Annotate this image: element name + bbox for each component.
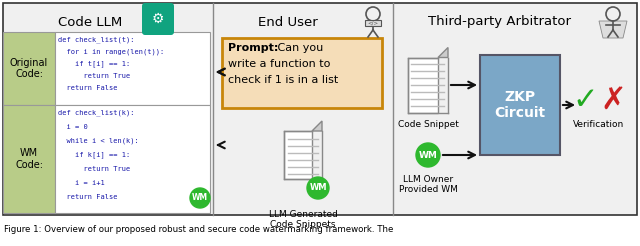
Text: Third-party Arbitrator: Third-party Arbitrator	[429, 15, 572, 29]
Text: Code LLM: Code LLM	[58, 15, 122, 29]
Text: def check_list(t):: def check_list(t):	[58, 37, 134, 43]
Text: i = 0: i = 0	[58, 124, 88, 130]
Text: Figure 1: Overview of our proposed robust and secure code watermarking framework: Figure 1: Overview of our proposed robus…	[4, 226, 394, 234]
FancyBboxPatch shape	[142, 3, 174, 35]
Text: Verification: Verification	[573, 120, 625, 129]
Text: def check_list(k):: def check_list(k):	[58, 110, 134, 116]
Text: </>: </>	[367, 20, 379, 26]
Text: ⚙: ⚙	[152, 12, 164, 26]
Circle shape	[416, 143, 440, 167]
Text: return False: return False	[58, 85, 118, 91]
Circle shape	[190, 188, 210, 208]
Text: WM: WM	[192, 194, 208, 202]
FancyBboxPatch shape	[55, 105, 210, 213]
FancyBboxPatch shape	[365, 20, 381, 26]
Text: LLM Owner
Provided WM: LLM Owner Provided WM	[399, 175, 458, 194]
Text: WM: WM	[419, 151, 437, 159]
Text: ✓: ✓	[572, 86, 598, 114]
Text: for i in range(len(t)):: for i in range(len(t)):	[58, 49, 164, 55]
FancyBboxPatch shape	[393, 3, 637, 215]
Polygon shape	[599, 21, 627, 38]
Text: check if 1 is in a list: check if 1 is in a list	[228, 75, 339, 85]
Text: ZKP
Circuit: ZKP Circuit	[495, 90, 545, 120]
FancyBboxPatch shape	[408, 58, 438, 112]
FancyBboxPatch shape	[222, 38, 382, 108]
FancyBboxPatch shape	[3, 3, 213, 215]
Polygon shape	[312, 121, 322, 131]
Text: Prompt:: Prompt:	[228, 43, 278, 53]
Text: WM
Code:: WM Code:	[15, 148, 43, 170]
Text: return False: return False	[58, 194, 118, 200]
Text: WM: WM	[309, 184, 327, 193]
Polygon shape	[438, 47, 448, 58]
Text: LLM Generated
Code Snippets: LLM Generated Code Snippets	[269, 210, 337, 230]
FancyBboxPatch shape	[480, 55, 560, 155]
FancyBboxPatch shape	[284, 131, 312, 179]
Text: Code Snippet: Code Snippet	[397, 120, 458, 129]
Text: if t[i] == 1:: if t[i] == 1:	[58, 61, 131, 67]
Text: return True: return True	[58, 73, 131, 79]
Text: ✗: ✗	[600, 86, 626, 114]
FancyBboxPatch shape	[3, 32, 55, 105]
Text: while i < len(k):: while i < len(k):	[58, 138, 139, 144]
FancyBboxPatch shape	[3, 3, 637, 215]
Circle shape	[307, 177, 329, 199]
Text: End User: End User	[258, 15, 318, 29]
Text: return True: return True	[58, 166, 131, 172]
FancyBboxPatch shape	[3, 105, 55, 213]
Text: i = i+1: i = i+1	[58, 180, 105, 186]
Text: write a function to: write a function to	[228, 59, 330, 69]
FancyBboxPatch shape	[55, 32, 210, 105]
Text: Original
Code:: Original Code:	[10, 58, 48, 79]
FancyBboxPatch shape	[213, 3, 393, 215]
Text: Can you: Can you	[274, 43, 323, 53]
Text: if k[i] == 1:: if k[i] == 1:	[58, 152, 131, 158]
